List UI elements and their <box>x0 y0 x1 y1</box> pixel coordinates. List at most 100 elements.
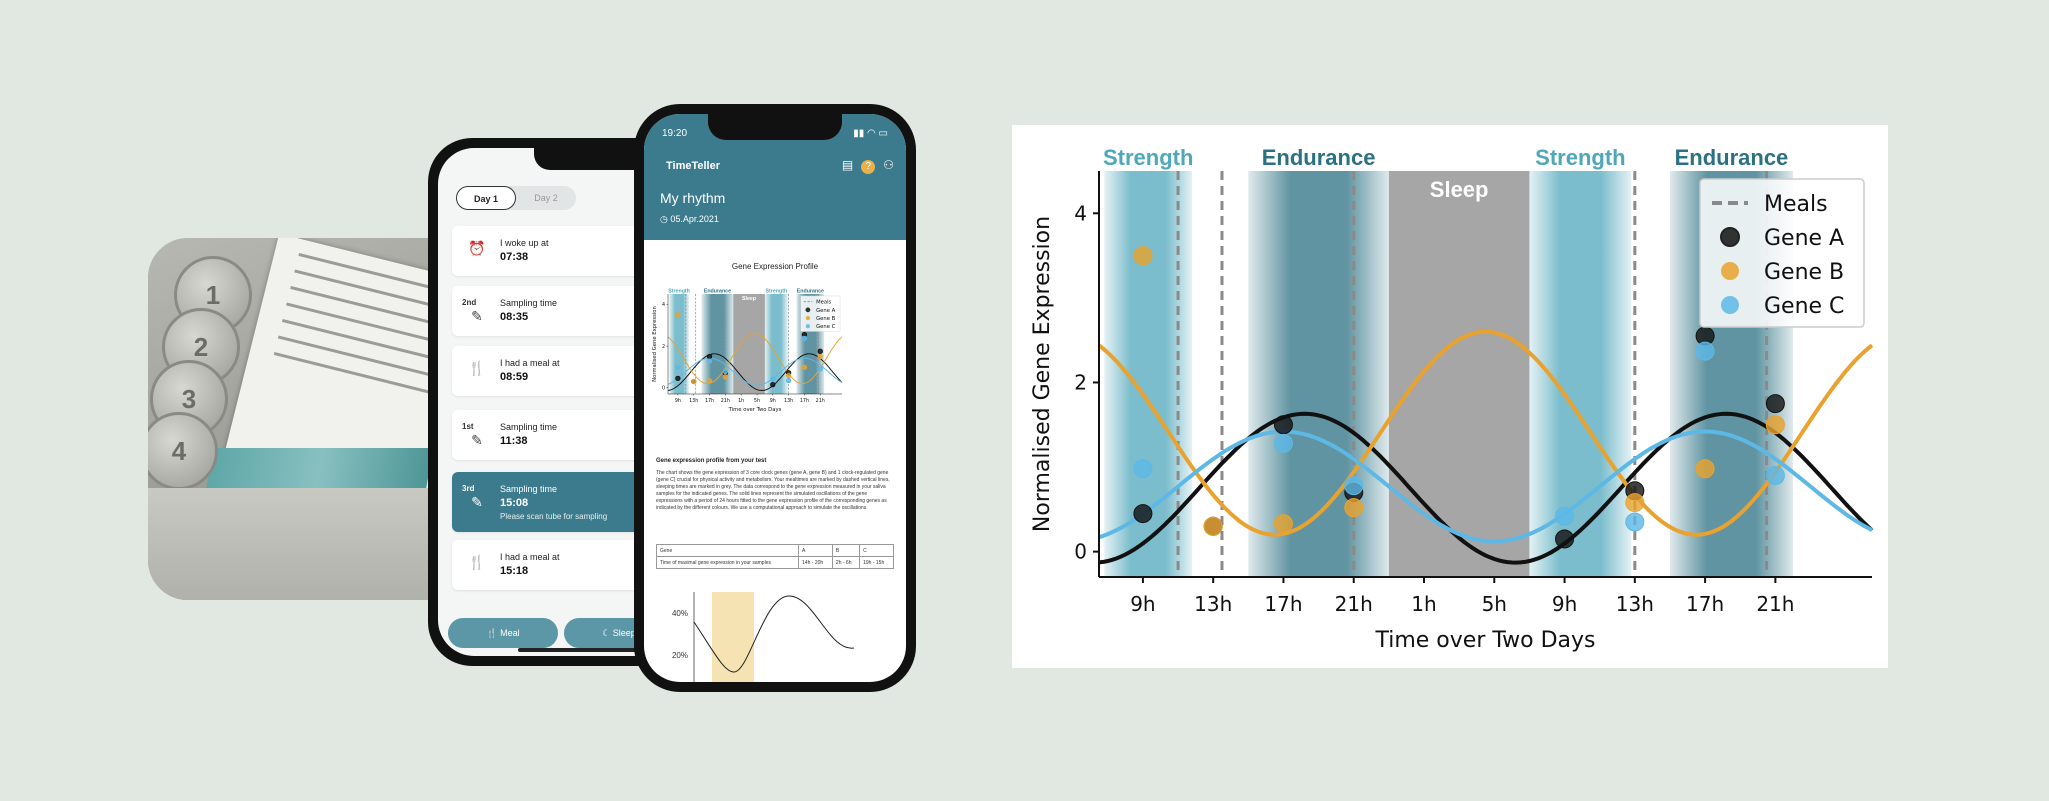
tab-day-2[interactable]: Day 2 <box>534 193 558 203</box>
page-title: My rhythm <box>660 190 726 206</box>
data-point-gene-b <box>675 312 681 318</box>
data-point-gene-a <box>1555 529 1575 549</box>
data-point-gene-c <box>770 376 776 382</box>
event-label: Sampling time <box>500 298 558 308</box>
sleep-zone <box>733 294 765 394</box>
curve-gene-c <box>1098 429 1873 544</box>
pipette-icon: ✎ <box>471 308 483 324</box>
data-point-gene-b <box>1625 493 1645 513</box>
zone-label: Strength <box>766 289 788 295</box>
sine-preview-chart: 40% 20% 0% <box>672 592 855 682</box>
legend-box <box>800 295 841 332</box>
pipette-icon: ✎ <box>471 432 483 448</box>
sample-order-tag: 2nd <box>462 298 477 307</box>
table-header: C <box>859 544 894 557</box>
home-indicator <box>518 648 638 652</box>
table-row: Time of maximal gene expression in your … <box>655 556 894 569</box>
app-header: 19:20 ▮▮ ◠ ▭ TimeTeller ▤? ⚇ My rhythm ◷ … <box>644 114 906 240</box>
data-point-gene-c <box>785 377 792 384</box>
curve-gene-b <box>1097 329 1874 537</box>
sine-curve <box>693 595 855 673</box>
legend-swatch <box>805 324 811 329</box>
data-point-gene-a <box>1273 415 1293 435</box>
data-point-gene-c <box>675 364 681 370</box>
data-point-gene-b <box>817 353 823 360</box>
y-tick-label: 2 <box>1074 370 1087 394</box>
x-tick-label: 5h <box>1482 592 1507 616</box>
meal-button[interactable]: 🍴 Meal <box>448 618 558 648</box>
x-tick-label: 9h <box>1552 592 1577 616</box>
kit-box-front <box>148 488 448 600</box>
table-cell: 19h - 15h <box>859 556 894 569</box>
y-axis-label: Normalised Gene Expression <box>652 306 658 382</box>
event-time: 11:38 <box>500 435 528 447</box>
data-point-gene-a <box>1765 394 1785 414</box>
data-point-gene-a <box>675 375 681 382</box>
zone-label: Endurance <box>1262 145 1376 170</box>
event-label: Sampling time <box>500 422 558 432</box>
legend-swatch <box>1721 296 1739 314</box>
phone-notch <box>708 114 842 140</box>
fork-knife-icon: 🍴 <box>468 360 486 376</box>
y-tick-label: 0 <box>662 385 665 391</box>
table-header: Gene <box>655 544 800 557</box>
help-icon[interactable]: ? <box>861 160 876 174</box>
data-point-gene-b <box>801 364 808 370</box>
event-label: I woke up at <box>500 238 549 248</box>
rhythm-screen: 19:20 ▮▮ ◠ ▭ TimeTeller ▤? ⚇ My rhythm ◷ … <box>644 114 906 682</box>
y-tick-label: 4 <box>662 302 665 308</box>
data-point-gene-b <box>1133 246 1153 266</box>
tab-day-1[interactable]: Day 1 <box>456 186 516 210</box>
x-tick-label: 13h <box>1616 592 1654 616</box>
sample-order-tag: 1st <box>462 422 474 431</box>
event-time: 07:38 <box>500 251 529 263</box>
x-tick-label: 13h <box>784 398 793 404</box>
user-icon[interactable]: ⚇ <box>883 158 894 172</box>
curve-gene-a <box>1098 411 1874 565</box>
event-label: I had a meal at <box>500 358 560 368</box>
data-point-gene-c <box>1765 466 1785 485</box>
description-title: Gene expression profile from your test <box>656 458 767 464</box>
data-point-gene-a <box>770 381 776 388</box>
activity-zone <box>1529 171 1632 577</box>
data-point-gene-a <box>817 348 823 354</box>
header-actions: ▤? ⚇ <box>834 158 894 174</box>
x-tick-label: 13h <box>689 398 698 404</box>
data-point-gene-c <box>1273 433 1293 453</box>
clock-icon: ◷ <box>660 214 668 224</box>
table-cell: Time of maximal gene expression in your … <box>655 556 800 569</box>
x-tick-label: 9h <box>1130 592 1155 616</box>
curve-gene-b <box>667 333 843 385</box>
sine-tick: 20% <box>672 651 688 660</box>
x-tick-label: 21h <box>1335 592 1373 616</box>
data-point-gene-c <box>1555 506 1575 526</box>
mini-chart-title: Gene Expression Profile <box>731 262 819 271</box>
x-tick-label: 21h <box>816 398 825 404</box>
x-tick-label: 17h <box>800 398 809 404</box>
zone-label: Strength <box>668 289 690 295</box>
legend-entry: Gene A <box>816 308 836 314</box>
x-tick-label: 17h <box>1264 592 1302 616</box>
table-header: A <box>798 544 833 557</box>
event-label: I had a meal at <box>500 552 560 562</box>
activity-zone <box>701 294 734 394</box>
activity-zone <box>764 294 788 394</box>
zone-label: Sleep <box>1430 177 1489 202</box>
phone-rhythm: 19:20 ▮▮ ◠ ▭ TimeTeller ▤? ⚇ My rhythm ◷ … <box>634 104 916 692</box>
description-text: The chart shows the gene expression of 3… <box>656 470 890 511</box>
legend-swatch <box>805 307 811 313</box>
sleep-button-label: Sleep <box>612 628 636 638</box>
peak-times-table: Gene A B C Time of maximal gene expressi… <box>655 544 894 569</box>
data-point-gene-b <box>722 374 729 380</box>
data-point-gene-b <box>785 373 792 379</box>
x-axis-label: Time over Two Days <box>1374 628 1595 653</box>
curve-gene-c <box>667 357 843 386</box>
gene-expression-chart-panel: Strength Endurance Sleep Strength Endurance 0… <box>1012 125 1888 668</box>
mini-chart: Strength Endurance Sleep Strength Endurance 0… <box>652 289 843 413</box>
legend-swatch <box>1720 227 1740 247</box>
data-point-gene-c <box>817 366 823 372</box>
document-icon[interactable]: ▤ <box>841 158 854 172</box>
pipette-icon: ✎ <box>471 494 483 510</box>
page-date-value: 05.Apr.2021 <box>670 214 719 224</box>
event-time: 15:18 <box>500 565 529 577</box>
